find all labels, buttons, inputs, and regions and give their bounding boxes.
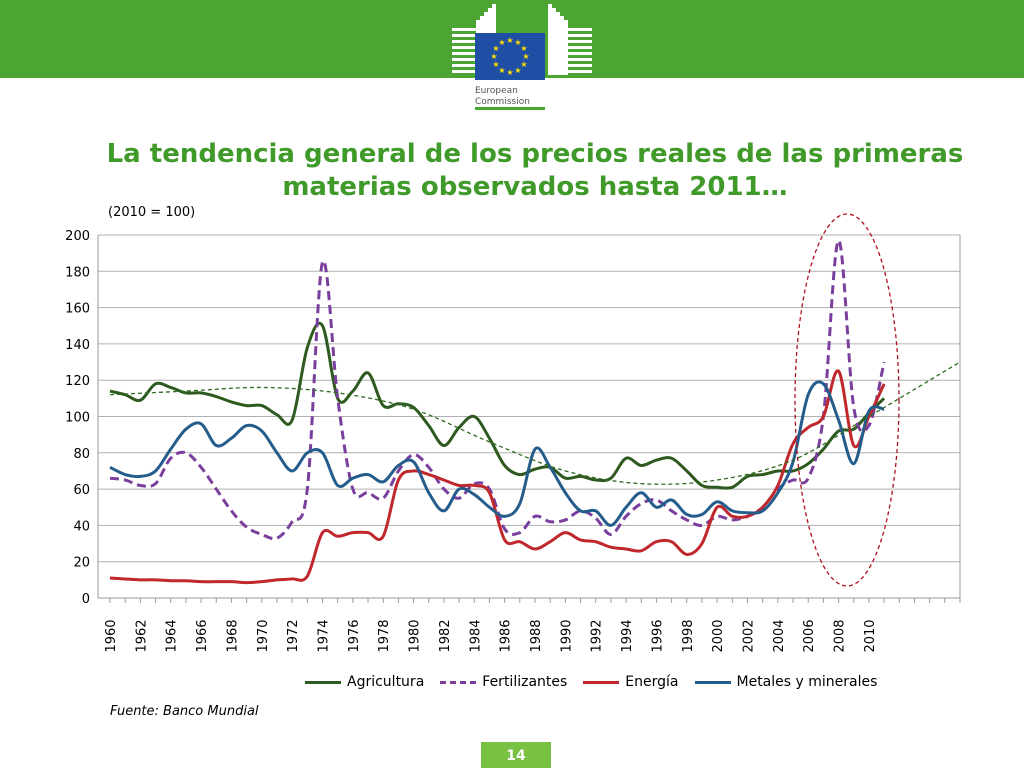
x-tick-label: 1976 — [347, 619, 362, 652]
index-base-note: (2010 = 100) — [108, 205, 196, 220]
y-tick-label: 20 — [73, 556, 90, 571]
slide-title: La tendencia general de los precios real… — [60, 138, 1010, 204]
legend-item: Agricultura — [305, 674, 424, 690]
legend-label: Fertilizantes — [482, 674, 568, 690]
y-tick-label: 120 — [65, 374, 90, 389]
legend-swatch — [305, 680, 341, 684]
legend-swatch — [440, 680, 477, 684]
series-line-fertilizantes — [109, 238, 886, 541]
legend-item: Metales y minerales — [694, 674, 878, 690]
svg-text:★: ★ — [498, 38, 505, 47]
svg-text:★: ★ — [520, 44, 527, 53]
x-tick-label: 2000 — [711, 619, 726, 652]
svg-text:★: ★ — [522, 52, 529, 61]
y-tick-label: 180 — [65, 265, 90, 280]
x-tick-label: 1996 — [650, 619, 665, 652]
svg-text:★: ★ — [492, 60, 499, 69]
series-line-energ-a — [109, 369, 886, 585]
x-tick-label: 1960 — [104, 619, 119, 652]
y-tick-label: 60 — [73, 483, 90, 498]
x-tick-label: 1978 — [377, 619, 392, 652]
series-line-trend — [109, 361, 961, 485]
svg-text:★: ★ — [498, 66, 505, 75]
highlight-ellipse — [794, 213, 900, 587]
x-tick-label: 2002 — [742, 619, 757, 652]
x-tick-label: 2008 — [833, 619, 848, 652]
x-tick-label: 1966 — [195, 619, 210, 652]
svg-text:★: ★ — [520, 60, 527, 69]
y-tick-label: 200 — [65, 229, 90, 244]
slide-title-line-2: materias observados hasta 2011… — [282, 172, 788, 202]
x-tick-label: 1998 — [681, 619, 696, 652]
x-tick-label: 1970 — [256, 619, 271, 652]
legend-swatch — [583, 680, 620, 684]
legend-label: Energía — [625, 674, 679, 690]
legend-swatch — [694, 680, 731, 684]
x-tick-label: 1968 — [225, 619, 240, 652]
x-tick-label: 1990 — [559, 619, 574, 652]
x-tick-label: 1972 — [286, 619, 301, 652]
slide-title-line-1: La tendencia general de los precios real… — [106, 139, 964, 169]
ec-building-icon: ★ ★ ★ ★ ★ ★ ★ ★ ★ ★ ★ ★ European Commiss… — [452, 4, 592, 110]
european-commission-logo: ★ ★ ★ ★ ★ ★ ★ ★ ★ ★ ★ ★ European Commiss… — [440, 0, 605, 112]
x-tick-label: 1980 — [408, 619, 423, 652]
x-tick-label: 1982 — [438, 619, 453, 652]
series-line-metales-y-minerales — [109, 380, 885, 527]
brand-line-2: Commission — [475, 97, 530, 107]
y-tick-label: 40 — [73, 519, 90, 534]
page-number-badge: 14 — [481, 742, 551, 768]
x-tick-label: 2010 — [863, 619, 878, 652]
y-tick-label: 0 — [82, 592, 90, 607]
x-tick-label: 2006 — [802, 619, 817, 652]
y-tick-label: 140 — [65, 338, 90, 353]
svg-text:★: ★ — [490, 52, 497, 61]
eu-flag-icon — [475, 33, 545, 80]
y-tick-label: 80 — [73, 447, 90, 462]
svg-text:★: ★ — [492, 44, 499, 53]
legend-item: Fertilizantes — [440, 674, 567, 690]
x-tick-label: 1964 — [165, 619, 180, 652]
legend-label: Metales y minerales — [736, 674, 878, 690]
x-tick-label: 1986 — [499, 619, 514, 652]
source-note: Fuente: Banco Mundial — [110, 704, 259, 719]
x-tick-label: 1994 — [620, 619, 635, 652]
y-tick-label: 160 — [65, 302, 90, 317]
svg-text:★: ★ — [506, 36, 513, 45]
brand-line-1: European — [475, 86, 518, 96]
chart-legend: Agricultura Fertilizantes Energía Metales y… — [305, 671, 893, 693]
x-tick-label: 2004 — [772, 619, 787, 652]
svg-text:★: ★ — [514, 66, 521, 75]
x-tick-label: 1974 — [317, 619, 332, 652]
x-tick-label: 1962 — [134, 619, 149, 652]
x-tick-label: 1988 — [529, 619, 544, 652]
x-tick-label: 1992 — [590, 619, 605, 652]
y-tick-label: 100 — [65, 411, 90, 426]
legend-label: Agricultura — [347, 674, 425, 690]
legend-item: Energía — [583, 674, 679, 690]
series-line-agricultura — [109, 321, 886, 490]
x-tick-label: 1984 — [468, 619, 483, 652]
svg-text:★: ★ — [506, 68, 513, 77]
svg-text:★: ★ — [514, 38, 521, 47]
